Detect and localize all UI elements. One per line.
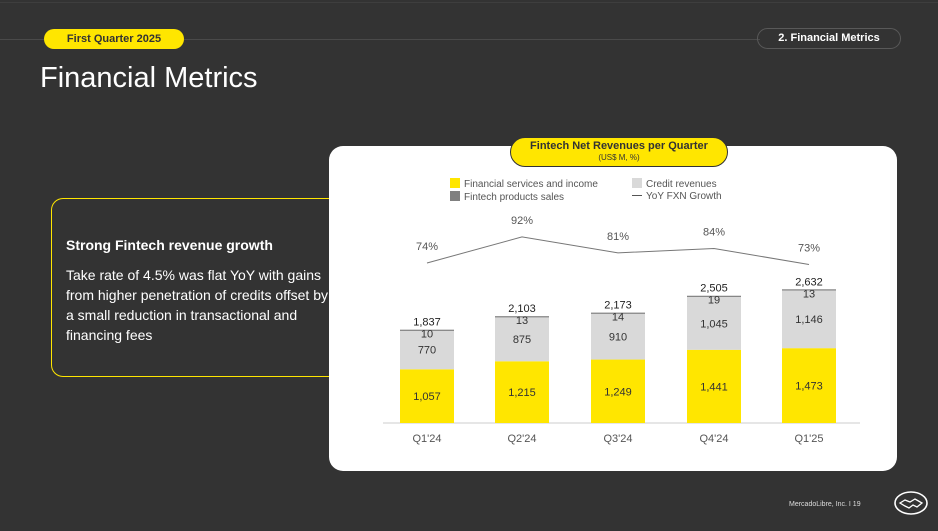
legend-swatch (632, 178, 642, 188)
section-badge: 2. Financial Metrics (757, 28, 901, 49)
callout-box (51, 198, 341, 377)
data-label: 910 (609, 331, 627, 343)
callout-body: Take rate of 4.5% was flat YoY with gain… (66, 267, 328, 343)
legend-label: Fintech products sales (464, 192, 565, 203)
growth-label: 92% (511, 215, 533, 227)
header-divider (0, 39, 760, 40)
bar-segment (495, 316, 549, 362)
total-label: 2,505 (700, 283, 728, 295)
x-tick-label: Q1'25 (794, 433, 823, 445)
legend-line (632, 195, 642, 196)
legend-item-yoy-growth: YoY FXN Growth (632, 191, 722, 202)
legend-label: Financial services and income (464, 179, 598, 190)
growth-label: 81% (607, 231, 629, 243)
x-tick-label: Q2'24 (507, 433, 536, 445)
legend-swatch (450, 191, 460, 201)
page-title: Financial Metrics (40, 62, 258, 94)
growth-label: 84% (703, 227, 725, 239)
legend-item-credit-revenues: Credit revenues (632, 178, 717, 190)
bar-segment (782, 289, 836, 349)
x-tick-label: Q4'24 (699, 433, 728, 445)
data-label: 1,045 (700, 318, 728, 330)
legend-label: Credit revenues (646, 179, 717, 190)
bar-segment (591, 359, 645, 423)
data-label: 13 (516, 315, 528, 327)
data-label: 13 (803, 288, 815, 300)
handshake-icon (894, 491, 928, 515)
data-label: 19 (708, 295, 720, 307)
data-label: 14 (612, 312, 624, 324)
data-label: 770 (418, 345, 436, 357)
legend-label: YoY FXN Growth (646, 191, 722, 202)
x-tick-label: Q1'24 (412, 433, 441, 445)
bar-segment (591, 312, 645, 314)
callout-heading: Strong Fintech revenue growth (66, 237, 273, 253)
data-label: 1,057 (413, 391, 441, 403)
total-label: 2,632 (795, 276, 823, 288)
legend-swatch (450, 178, 460, 188)
data-label: 1,441 (700, 381, 728, 393)
bar-segment (782, 348, 836, 423)
x-tick-label: Q3'24 (603, 433, 632, 445)
quarter-badge: First Quarter 2025 (44, 29, 184, 49)
data-label: 1,146 (795, 314, 823, 326)
footer-text: MercadoLibre, Inc. I 19 (789, 501, 861, 508)
top-divider (0, 2, 938, 3)
bar-segment (495, 361, 549, 423)
growth-label: 74% (416, 241, 438, 253)
total-label: 2,173 (604, 300, 632, 312)
chart-title: Fintech Net Revenues per Quarter (530, 140, 708, 152)
yoy-growth-line (426, 236, 810, 265)
bar-segment (687, 295, 741, 297)
bar-segment (400, 329, 454, 331)
bar-segment (782, 289, 836, 291)
legend-item-financial-services: Financial services and income (450, 178, 598, 190)
bar-segment (687, 296, 741, 350)
total-label: 1,837 (413, 317, 441, 329)
chart-subtitle: (US$ M, %) (598, 153, 640, 162)
data-label: 10 (421, 329, 433, 341)
data-label: 1,249 (604, 386, 632, 398)
data-label: 875 (513, 334, 531, 346)
total-label: 2,103 (508, 303, 536, 315)
bar-segment (591, 313, 645, 360)
chart-title-badge: Fintech Net Revenues per Quarter (US$ M,… (510, 137, 728, 167)
growth-label: 73% (798, 242, 820, 254)
data-label: 1,215 (508, 387, 536, 399)
bar-segment (687, 349, 741, 423)
bar-segment (400, 369, 454, 423)
bar-segment (400, 330, 454, 370)
legend-item-fintech-products: Fintech products sales (450, 191, 564, 203)
bar-segment (495, 316, 549, 318)
data-label: 1,473 (795, 381, 823, 393)
